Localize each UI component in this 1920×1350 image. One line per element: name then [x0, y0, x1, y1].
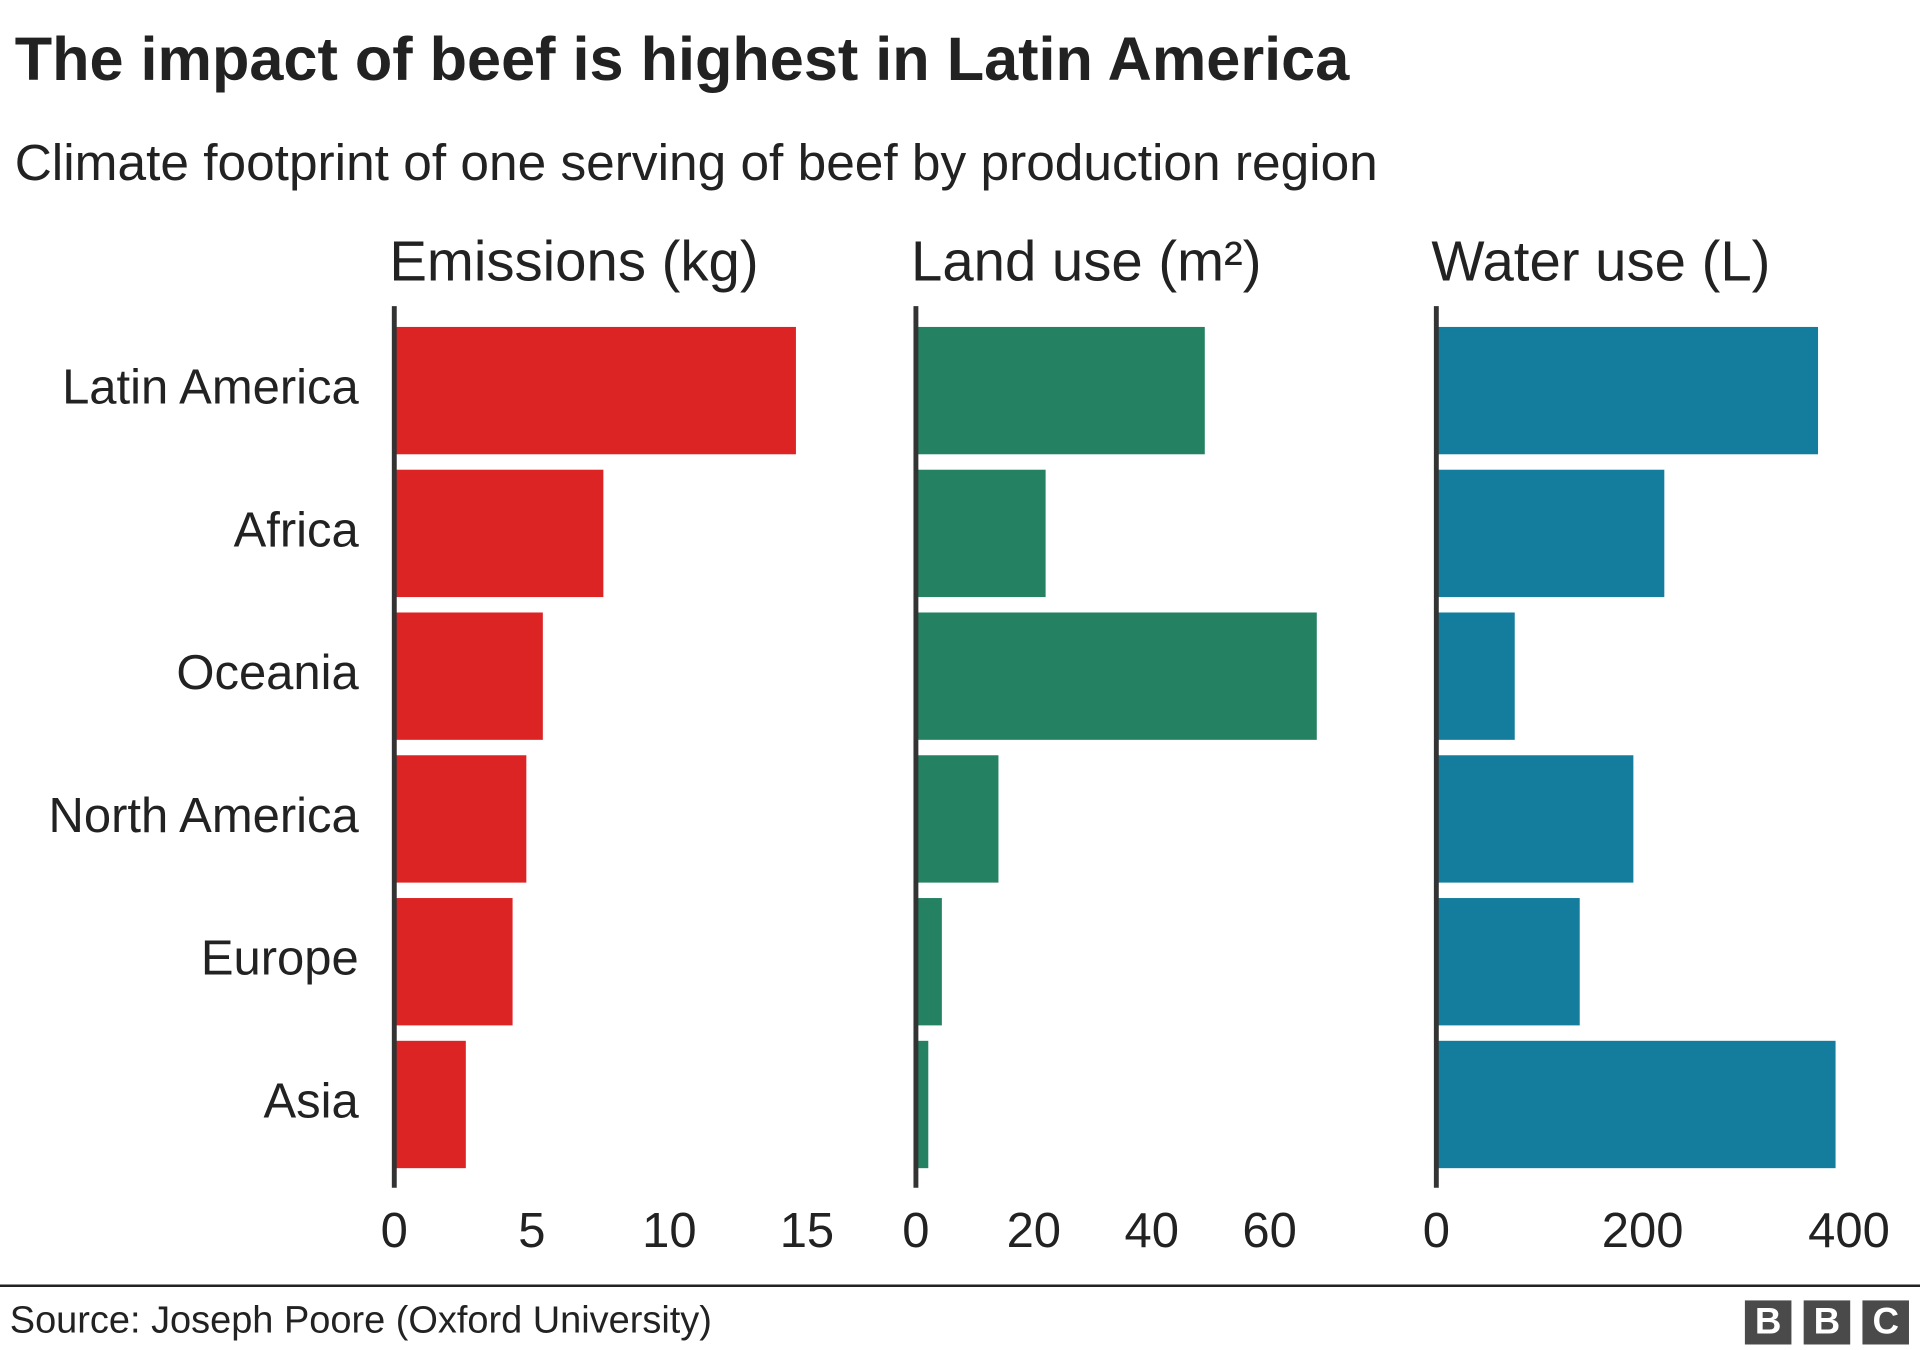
bar: [1436, 1040, 1836, 1169]
bar: [394, 612, 543, 740]
bbc-logo: B B C: [1744, 1300, 1909, 1345]
bar: [915, 612, 1317, 740]
category-label: Asia: [264, 1074, 360, 1128]
category-label: North America: [49, 789, 360, 843]
category-label: Oceania: [176, 646, 359, 700]
chart-subtitle: Climate footprint of one serving of beef…: [15, 133, 1378, 191]
category-label: Africa: [234, 503, 360, 557]
bar: [394, 755, 527, 883]
bar: [915, 755, 999, 883]
x-tick-label: 10: [642, 1204, 696, 1258]
x-tick-label: 20: [1007, 1204, 1061, 1258]
bar: [1436, 755, 1634, 883]
logo-letter: C: [1872, 1300, 1899, 1341]
logo-block: [1803, 1300, 1851, 1345]
bar: [1436, 898, 1580, 1026]
bar: [1436, 326, 1819, 455]
x-tick-label: 200: [1602, 1204, 1684, 1258]
logo-block: [1862, 1300, 1909, 1345]
x-tick-label: 0: [902, 1204, 929, 1258]
bar: [394, 469, 604, 598]
bar: [915, 898, 942, 1026]
logo-block: [1744, 1300, 1792, 1345]
source: Source: Joseph Poore (Oxford University): [10, 1299, 712, 1341]
x-tick-label: 5: [518, 1204, 545, 1258]
bar: [915, 1040, 929, 1169]
x-tick-label: 60: [1242, 1204, 1296, 1258]
logo-letter: B: [1755, 1300, 1782, 1341]
logo-letter: B: [1814, 1300, 1841, 1341]
category-label: Europe: [201, 932, 359, 986]
bar: [1436, 469, 1665, 598]
panel-title: Land use (m²): [911, 230, 1262, 293]
bar: [1436, 612, 1515, 740]
bar: [394, 1040, 466, 1169]
panel-title: Emissions (kg): [389, 230, 758, 293]
x-tick-label: 0: [381, 1204, 408, 1258]
bar: [915, 326, 1205, 455]
x-tick-label: 40: [1124, 1204, 1178, 1258]
panel-title: Water use (L): [1431, 230, 1770, 293]
bar: [915, 469, 1046, 598]
bar: [394, 326, 796, 455]
x-tick-label: 15: [780, 1204, 834, 1258]
bar: [394, 898, 513, 1026]
x-tick-label: 0: [1423, 1204, 1450, 1258]
category-label: Latin America: [62, 361, 359, 415]
x-tick-label: 400: [1808, 1204, 1890, 1258]
chart-title: The impact of beef is highest in Latin A…: [15, 25, 1351, 93]
